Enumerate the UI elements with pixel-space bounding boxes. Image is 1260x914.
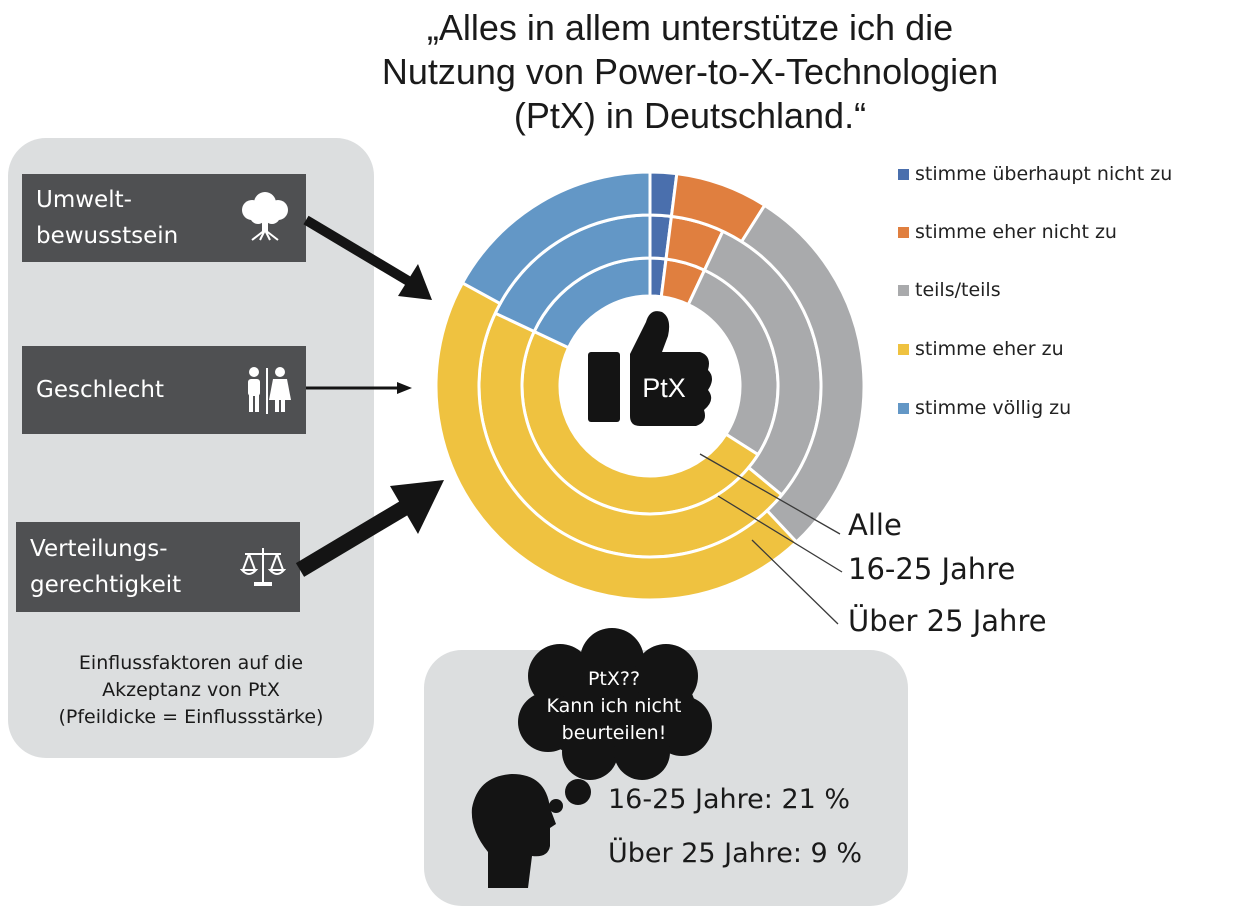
ring-leader-lines — [699, 453, 843, 625]
chart-title: „Alles in allem unterstütze ich die Nutz… — [330, 6, 1050, 138]
title-line: Nutzung von Power-to-X-Technologien — [381, 51, 999, 92]
legend-swatch — [898, 168, 909, 180]
legend-item: stimme eher zu — [898, 335, 1064, 363]
bubble-line: PtX?? — [587, 668, 641, 690]
legend-item: stimme eher nicht zu — [898, 218, 1117, 246]
legend-item: stimme völlig zu — [898, 394, 1071, 422]
legend-label: stimme eher nicht zu — [915, 221, 1117, 243]
thought-bubble-text: PtX?? Kann ich nicht beurteilen! — [532, 666, 696, 747]
arrow-gender-head — [397, 382, 412, 394]
factor-distributive-justice: Verteilungs- gerechtigkeit — [16, 522, 300, 612]
ring-label-ueber-25: Über 25 Jahre — [848, 604, 1047, 638]
leader-line-alle — [699, 453, 841, 535]
bubble-line: beurteilen! — [561, 722, 667, 744]
factors-note: Einflussfaktoren auf die Akzeptanz von P… — [28, 650, 354, 731]
factor-label: Geschlecht — [36, 377, 164, 403]
stat-16-25: 16-25 Jahre: 21 % — [608, 784, 851, 815]
factor-label: Umwelt- — [36, 187, 132, 213]
thought-bubble — [518, 628, 712, 813]
factor-label: bewusstsein — [36, 223, 179, 249]
factor-environment: Umwelt- bewusstsein — [22, 174, 306, 262]
legend-swatch — [898, 402, 909, 414]
arrow-justice-shaft — [295, 501, 409, 577]
title-line: „Alles in allem unterstütze ich die — [426, 7, 954, 48]
scales-icon — [240, 548, 286, 586]
center-label: PtX — [642, 373, 686, 403]
head-silhouette-icon — [471, 774, 556, 888]
ring-label-16-25: 16-25 Jahre — [848, 552, 1016, 586]
note-line: Einflussfaktoren auf die — [78, 652, 304, 674]
legend-label: stimme überhaupt nicht zu — [915, 163, 1173, 185]
factor-label: Verteilungs- — [30, 536, 168, 562]
legend-label: stimme eher zu — [915, 338, 1064, 360]
factors-panel: Umwelt- bewusstsein Geschlecht — [8, 138, 374, 758]
stat-ueber-25: Über 25 Jahre: 9 % — [608, 838, 862, 869]
legend-item: teils/teils — [898, 276, 1001, 304]
influence-arrows — [295, 215, 444, 577]
note-line: Akzeptanz von PtX — [102, 679, 280, 701]
leader-line-ueber-25 — [751, 539, 839, 625]
donut-segment-ueber-25-3 — [434, 280, 799, 602]
legend-swatch — [898, 343, 909, 355]
thumbs-up-icon — [588, 311, 712, 426]
note-line: (Pfeildicke = Einflussstärke) — [58, 706, 324, 728]
factor-label: gerechtigkeit — [30, 572, 182, 598]
arrow-justice-head — [390, 480, 444, 534]
bubble-line: Kann ich nicht — [546, 695, 682, 717]
legend-label: teils/teils — [915, 279, 1001, 301]
donut-segment-ueber-25-4 — [460, 170, 652, 306]
legend-label: stimme völlig zu — [915, 397, 1072, 419]
arrow-environment-shaft — [303, 215, 413, 287]
legend-swatch — [898, 226, 909, 238]
leader-line-16-25 — [717, 495, 843, 573]
legend-swatch — [898, 284, 909, 296]
donut-rings — [434, 170, 866, 602]
arrow-environment-head — [398, 264, 432, 300]
tree-icon — [242, 192, 288, 241]
legend-item: stimme überhaupt nicht zu — [898, 160, 1172, 188]
gender-icon — [248, 367, 291, 414]
ring-label-alle: Alle — [848, 508, 902, 542]
factor-gender: Geschlecht — [22, 346, 306, 434]
title-line: (PtX) in Deutschland.“ — [513, 95, 867, 136]
